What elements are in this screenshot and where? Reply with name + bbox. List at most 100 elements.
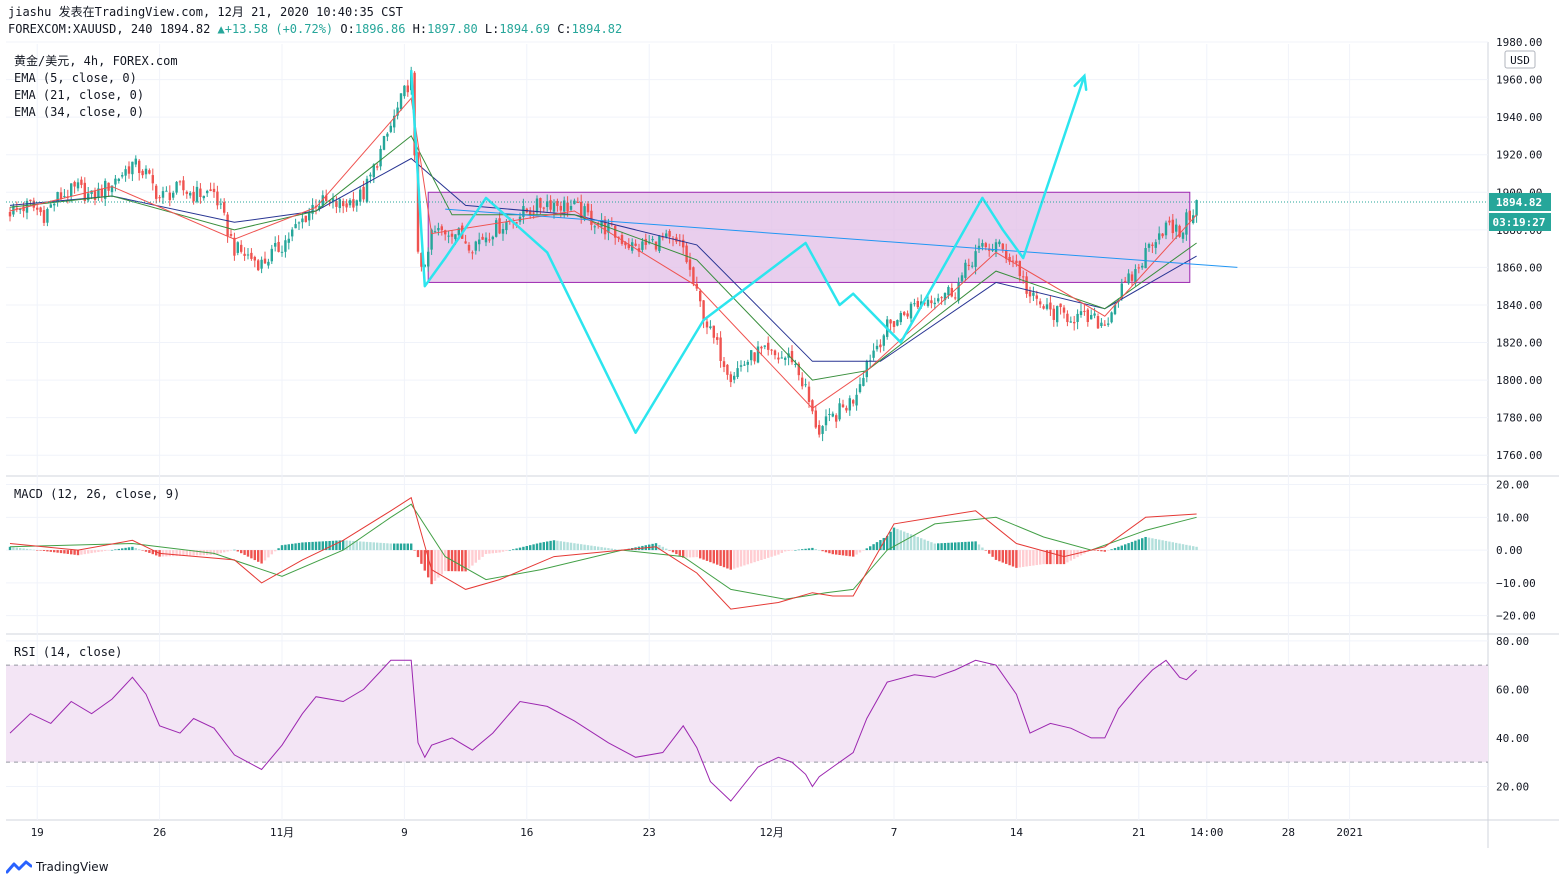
macd-histogram-bar xyxy=(76,550,80,556)
macd-histogram-bar xyxy=(182,550,185,556)
macd-legend[interactable]: MACD (12, 26, close, 9) xyxy=(14,487,181,501)
candle-body xyxy=(243,253,246,256)
candle-body xyxy=(76,182,80,189)
macd-histogram-bar xyxy=(726,550,729,569)
macd-histogram-bar xyxy=(535,543,539,551)
macd-histogram-bar xyxy=(998,550,1001,562)
macd-histogram-bar xyxy=(770,550,773,557)
publish-line: jiashu 发表在TradingView.com, 12月 21, 2020 … xyxy=(8,4,622,21)
low-label: L: xyxy=(484,22,500,36)
macd-histogram-bar xyxy=(416,550,420,558)
legend-title[interactable]: 黄金/美元, 4h, FOREX.com xyxy=(14,54,178,68)
last-price: 1894.82 xyxy=(159,22,211,36)
price-tick-label: 1760.00 xyxy=(1496,449,1542,462)
macd-histogram-bar xyxy=(777,550,780,555)
macd-histogram-bar xyxy=(15,547,18,551)
candle-body xyxy=(784,357,787,360)
macd-histogram-bar xyxy=(1154,538,1157,551)
candle-body xyxy=(617,236,620,238)
macd-histogram-bar xyxy=(729,550,732,570)
candle-body xyxy=(168,192,171,201)
macd-histogram-bar xyxy=(280,545,284,551)
candle-body xyxy=(529,210,532,215)
macd-histogram-bar xyxy=(671,550,675,553)
macd-histogram-bar xyxy=(661,546,664,551)
macd-histogram-bar xyxy=(93,550,97,553)
macd-histogram-bar xyxy=(780,550,783,553)
macd-histogram-bar xyxy=(318,541,321,551)
candle-body xyxy=(491,236,494,240)
candle-body xyxy=(685,245,688,263)
candle-body xyxy=(573,200,576,205)
macd-histogram-bar xyxy=(916,536,919,551)
macd-histogram-bar xyxy=(399,543,403,551)
candle-body xyxy=(614,225,617,238)
macd-histogram-bar xyxy=(229,550,233,551)
legend-ema5[interactable]: EMA (5, close, 0) xyxy=(14,71,137,85)
macd-histogram-bar xyxy=(22,548,25,551)
macd-tick-label: 10.00 xyxy=(1496,511,1529,524)
macd-histogram-bar xyxy=(1137,539,1140,551)
candle-body xyxy=(569,205,573,210)
macd-histogram-bar xyxy=(114,549,117,551)
macd-histogram-bar xyxy=(321,541,324,551)
candle-body xyxy=(913,303,916,305)
candle-body xyxy=(501,228,505,234)
macd-histogram-bar xyxy=(981,547,984,551)
candle-body xyxy=(1090,314,1093,320)
candle-body xyxy=(488,239,491,241)
candle-body xyxy=(447,235,450,237)
candle-body xyxy=(1093,313,1096,316)
macd-histogram-bar xyxy=(658,544,661,551)
macd-histogram-bar xyxy=(393,543,396,551)
publish-info: 发表在TradingView.com, 12月 21, 2020 10:40:3… xyxy=(58,5,403,19)
candle-body xyxy=(155,185,158,199)
macd-histogram-bar xyxy=(396,543,399,551)
candle-body xyxy=(481,236,484,240)
candle-body xyxy=(515,222,518,224)
macd-histogram-bar xyxy=(144,550,148,552)
candle-body xyxy=(454,234,457,240)
brand-label[interactable]: TradingView xyxy=(36,860,109,874)
macd-histogram-bar xyxy=(141,550,144,551)
macd-histogram-bar xyxy=(59,550,63,554)
candle-body xyxy=(841,404,845,408)
candle-body xyxy=(828,413,831,415)
macd-histogram-bar xyxy=(1025,550,1028,567)
macd-histogram-bar xyxy=(719,550,722,566)
currency-button[interactable] xyxy=(1504,50,1536,69)
macd-histogram-bar xyxy=(841,550,845,556)
rsi-legend[interactable]: RSI (14, close) xyxy=(14,645,123,659)
macd-histogram-bar xyxy=(433,550,437,581)
macd-histogram-bar xyxy=(590,545,593,551)
candle-body xyxy=(811,400,814,412)
macd-histogram-bar xyxy=(287,544,290,551)
candle-body xyxy=(498,218,501,234)
macd-histogram-bar xyxy=(284,544,287,551)
macd-histogram-bar xyxy=(746,550,749,565)
candle-body xyxy=(920,301,923,306)
macd-histogram-bar xyxy=(461,550,464,572)
macd-histogram-bar xyxy=(70,550,73,555)
candle-body xyxy=(270,248,273,262)
legend-ema34[interactable]: EMA (34, close, 0) xyxy=(14,105,145,119)
time-tick-label: 2021 xyxy=(1336,826,1363,839)
macd-histogram-bar xyxy=(192,550,195,556)
macd-histogram-bar xyxy=(63,550,66,554)
legend-ema21[interactable]: EMA (21, close, 0) xyxy=(14,88,145,102)
macd-histogram-bar xyxy=(437,550,440,578)
candle-body xyxy=(450,233,454,237)
candle-body xyxy=(923,302,926,304)
macd-histogram-bar xyxy=(267,550,270,558)
macd-histogram-bar xyxy=(104,550,107,551)
candle-body xyxy=(56,191,59,203)
macd-histogram-bar xyxy=(1185,544,1188,551)
macd-histogram-bar xyxy=(1144,536,1147,551)
candle-body xyxy=(199,188,202,197)
candle-body xyxy=(110,185,114,193)
macd-histogram-bar xyxy=(1001,550,1004,563)
candle-body xyxy=(644,239,647,245)
candle-body xyxy=(865,361,868,378)
macd-histogram-bar xyxy=(954,542,957,551)
